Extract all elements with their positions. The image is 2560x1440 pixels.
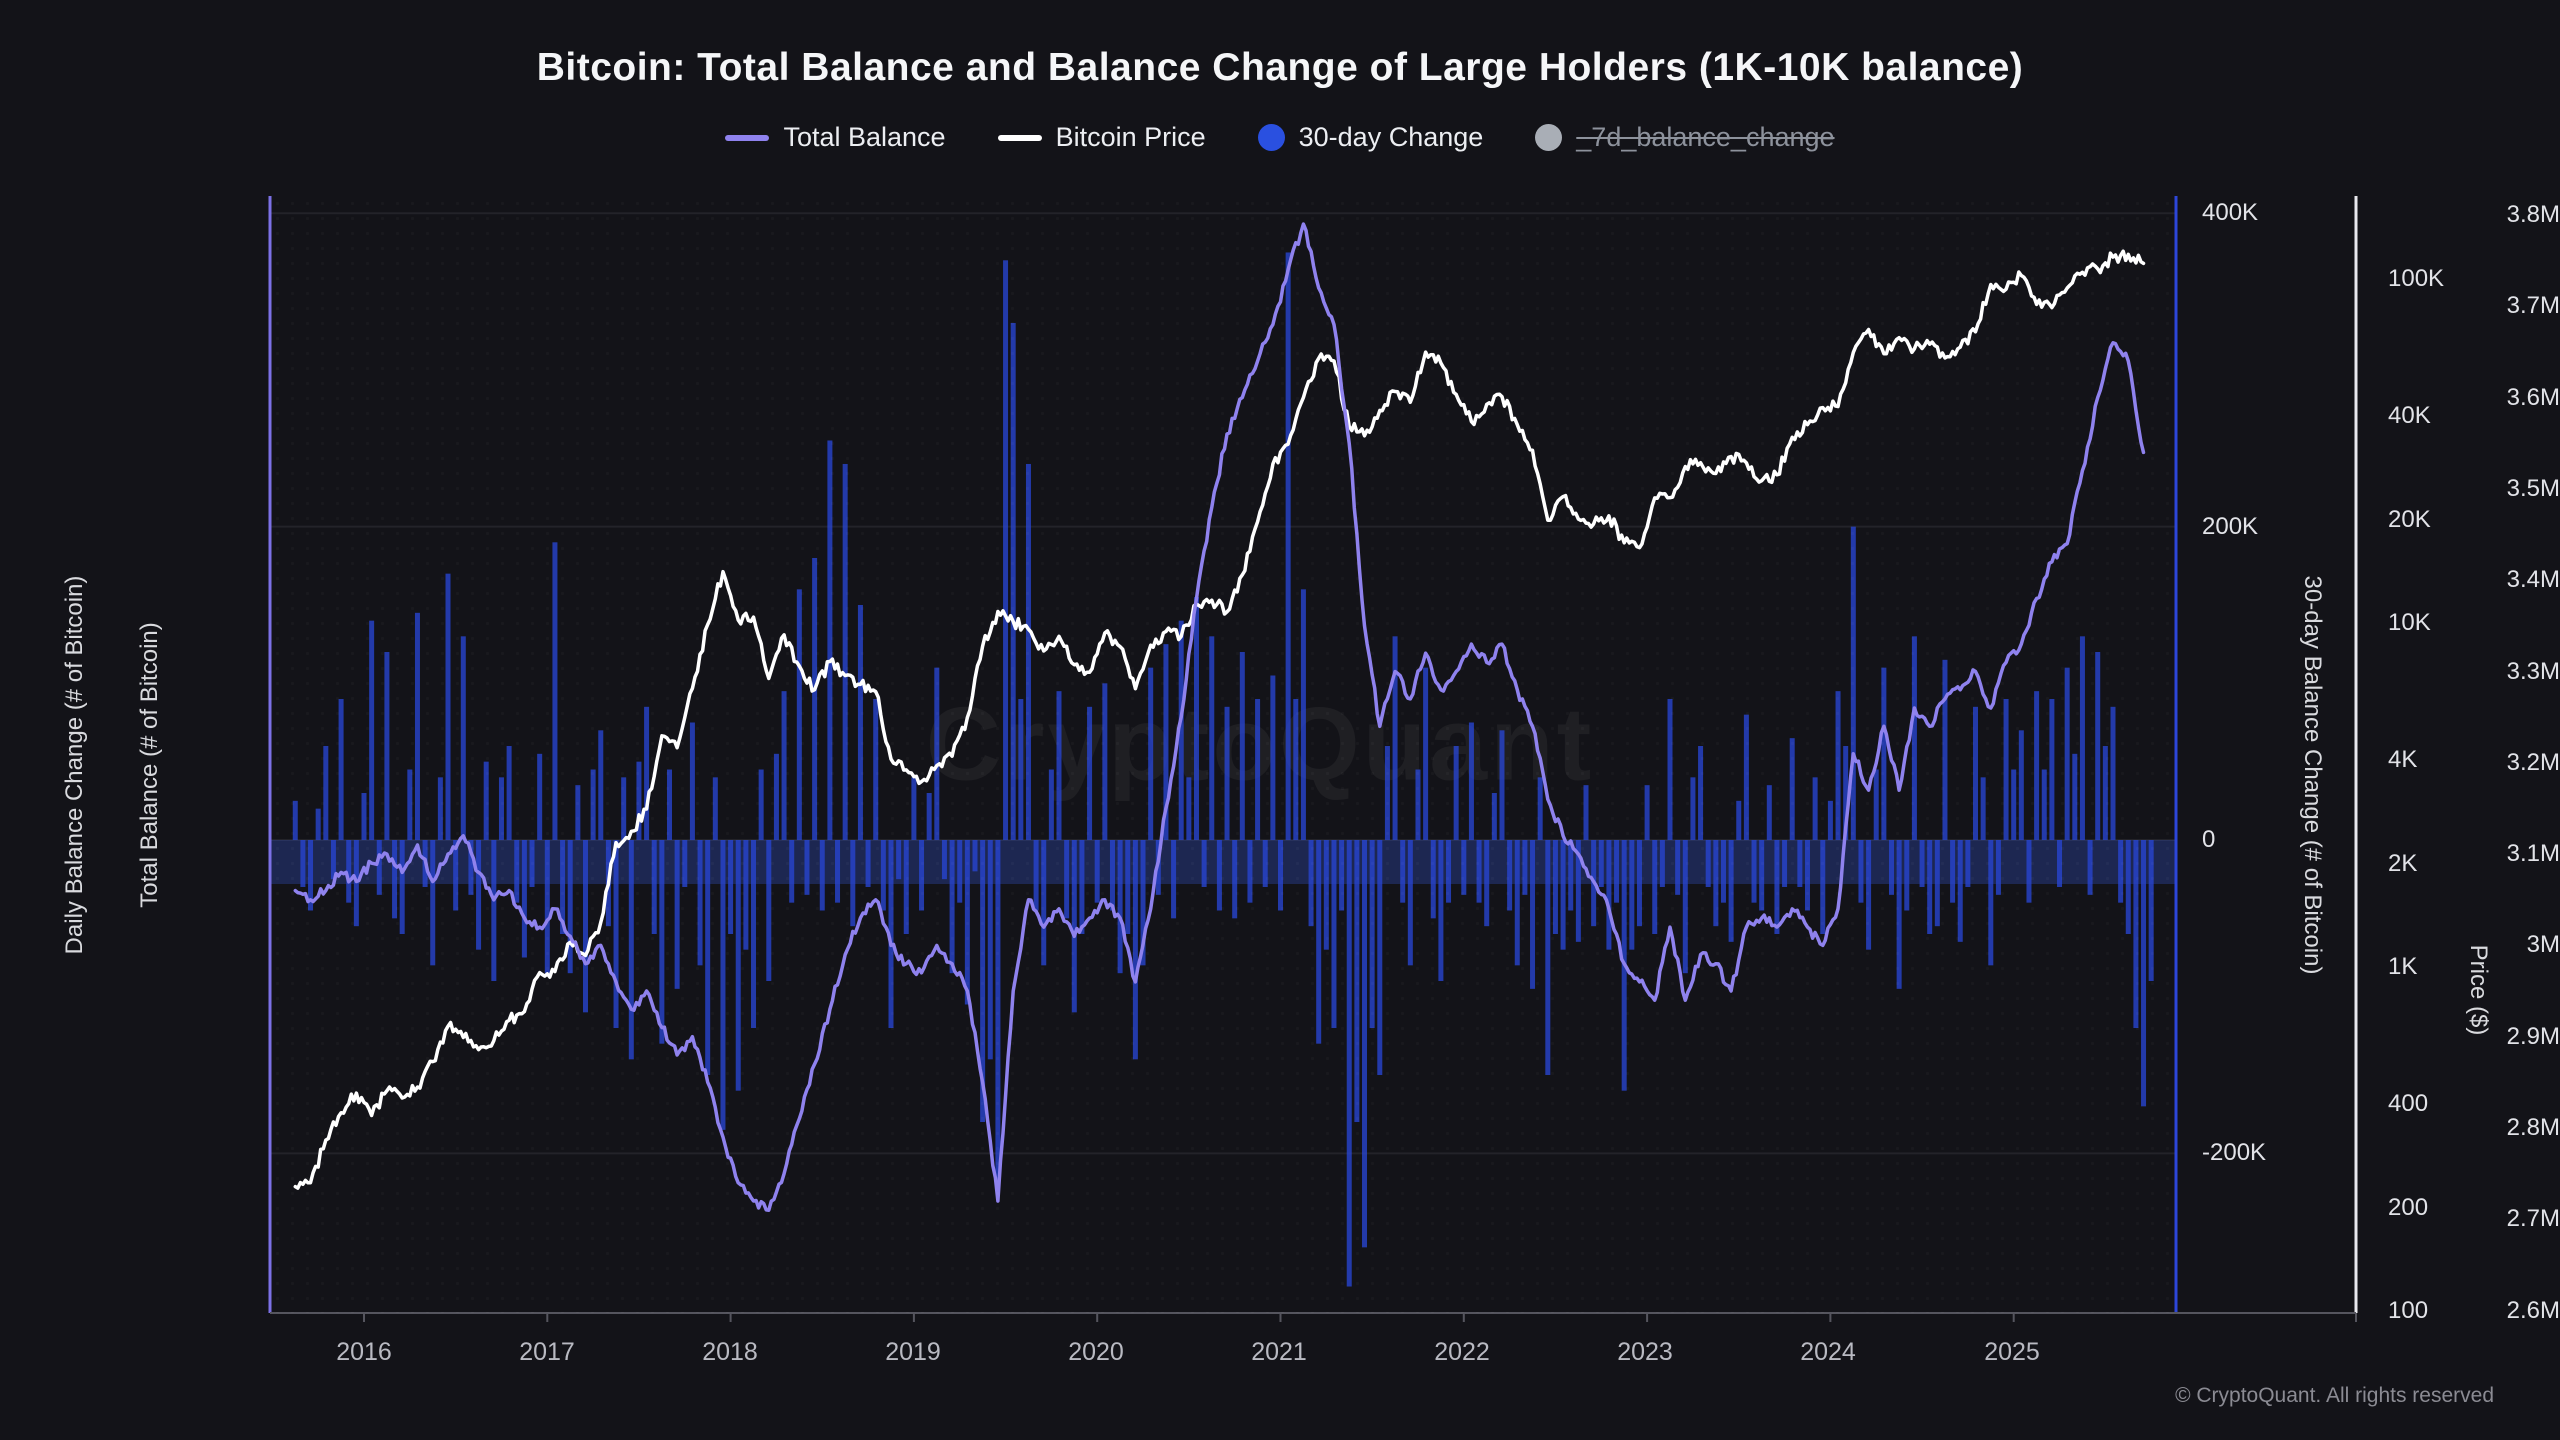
tick-label: 2.7M <box>2506 1205 2560 1232</box>
tick-label: 400K <box>2202 199 2259 226</box>
tick-label: 100K <box>2388 265 2445 292</box>
legend-label: Bitcoin Price <box>1055 122 1206 152</box>
tick-label: 100 <box>2388 1297 2429 1324</box>
tick-label: 400 <box>2388 1090 2429 1117</box>
legend-item-7d-balance-change-disabled[interactable]: _7d_balance_change <box>1535 122 1835 153</box>
tick-label: 3.1M <box>2506 840 2560 867</box>
year-label: 2017 <box>519 1338 575 1366</box>
tick-label: 40K <box>2388 402 2431 429</box>
year-label: 2021 <box>1251 1338 1307 1366</box>
year-label: 2016 <box>336 1338 392 1366</box>
year-label: 2019 <box>885 1338 941 1366</box>
tick-label: -200K <box>2202 1139 2267 1166</box>
year-label: 2024 <box>1800 1338 1856 1366</box>
tick-label: 3M <box>2526 931 2560 958</box>
tick-label: 3.8M <box>2506 201 2560 228</box>
legend-label: _7d_balance_change <box>1576 122 1835 152</box>
year-label: 2023 <box>1617 1338 1673 1366</box>
tick-label: 0 <box>2202 826 2216 853</box>
year-label: 2022 <box>1434 1338 1490 1366</box>
tick-label: 2.8M <box>2506 1114 2560 1141</box>
legend-item-bitcoin-price[interactable]: Bitcoin Price <box>997 122 1206 153</box>
tick-label: 200K <box>2202 513 2259 540</box>
tick-label: 3.3M <box>2506 658 2560 685</box>
total-balance-line-swatch-icon <box>725 134 770 141</box>
legend-label: Total Balance <box>783 122 946 152</box>
legend: Total Balance Bitcoin Price 30-day Chang… <box>0 122 2560 153</box>
tick-label: 3.7M <box>2506 292 2560 319</box>
bitcoin-price-line-swatch-icon <box>997 134 1042 141</box>
tick-label: 3.4M <box>2506 566 2560 593</box>
year-label: 2020 <box>1068 1338 1124 1366</box>
tick-label: 3.5M <box>2506 475 2560 502</box>
legend-item-total-balance[interactable]: Total Balance <box>725 122 946 153</box>
dot-swatch-icon <box>1535 124 1563 151</box>
year-label: 2018 <box>702 1338 758 1366</box>
tick-label: 3.2M <box>2506 749 2560 776</box>
tick-label: 2.6M <box>2506 1297 2560 1324</box>
tick-label: 10K <box>2388 609 2431 636</box>
year-label: 2025 <box>1984 1338 2040 1366</box>
chart-title: Bitcoin: Total Balance and Balance Chang… <box>536 46 2024 89</box>
copyright-text: © CryptoQuant. All rights reserved <box>2175 1384 2494 1407</box>
tick-label: 2.9M <box>2506 1023 2560 1050</box>
legend-label: 30-day Change <box>1298 122 1484 152</box>
tick-label: 3.6M <box>2506 384 2560 411</box>
tick-label: 4K <box>2388 746 2418 773</box>
tick-label: 1K <box>2388 953 2418 980</box>
tick-label: 200 <box>2388 1194 2429 1221</box>
dot-swatch-icon <box>1257 124 1285 151</box>
legend-item-30d-change[interactable]: 30-day Change <box>1257 122 1484 153</box>
tick-label: 20K <box>2388 506 2431 533</box>
tick-label: 2K <box>2388 850 2418 877</box>
